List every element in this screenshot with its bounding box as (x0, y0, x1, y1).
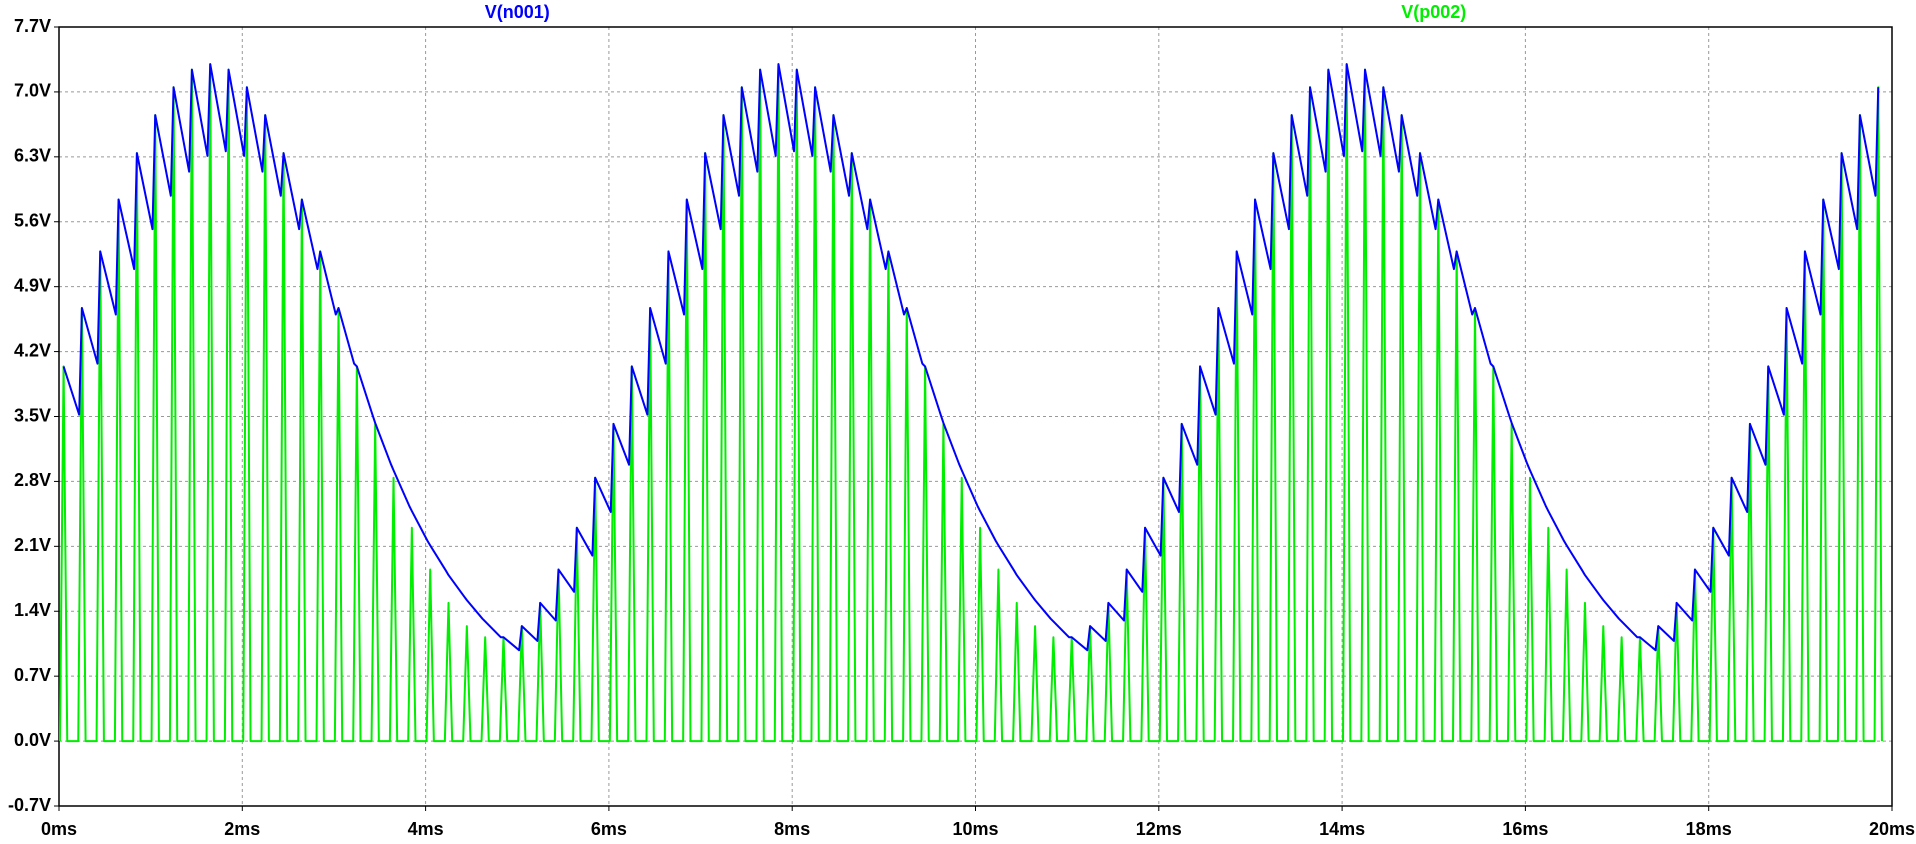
y-tick-label: 2.8V (14, 470, 51, 490)
x-tick-label: 16ms (1502, 819, 1548, 839)
y-tick-label: 7.7V (14, 16, 51, 36)
x-tick-label: 2ms (224, 819, 260, 839)
y-tick-label: -0.7V (8, 795, 51, 815)
y-tick-label: 3.5V (14, 405, 51, 425)
y-tick-label: 4.2V (14, 340, 51, 360)
y-tick-label: 0.7V (14, 665, 51, 685)
y-tick-label: 5.6V (14, 211, 51, 231)
x-tick-label: 8ms (774, 819, 810, 839)
legend-label: V(p002) (1401, 2, 1466, 22)
legend-label: V(n001) (485, 2, 550, 22)
y-tick-label: 1.4V (14, 600, 51, 620)
x-tick-label: 6ms (591, 819, 627, 839)
x-tick-label: 20ms (1869, 819, 1915, 839)
x-tick-label: 12ms (1136, 819, 1182, 839)
x-tick-label: 10ms (952, 819, 998, 839)
x-tick-label: 0ms (41, 819, 77, 839)
x-tick-label: 14ms (1319, 819, 1365, 839)
y-tick-label: 4.9V (14, 275, 51, 295)
y-tick-label: 2.1V (14, 535, 51, 555)
x-tick-label: 4ms (408, 819, 444, 839)
y-tick-label: 0.0V (14, 730, 51, 750)
x-tick-label: 18ms (1686, 819, 1732, 839)
series-line (59, 63, 1883, 743)
y-tick-label: 7.0V (14, 81, 51, 101)
series-line (62, 63, 1880, 652)
plot-frame (58, 26, 1893, 807)
y-tick-label: 6.3V (14, 146, 51, 166)
